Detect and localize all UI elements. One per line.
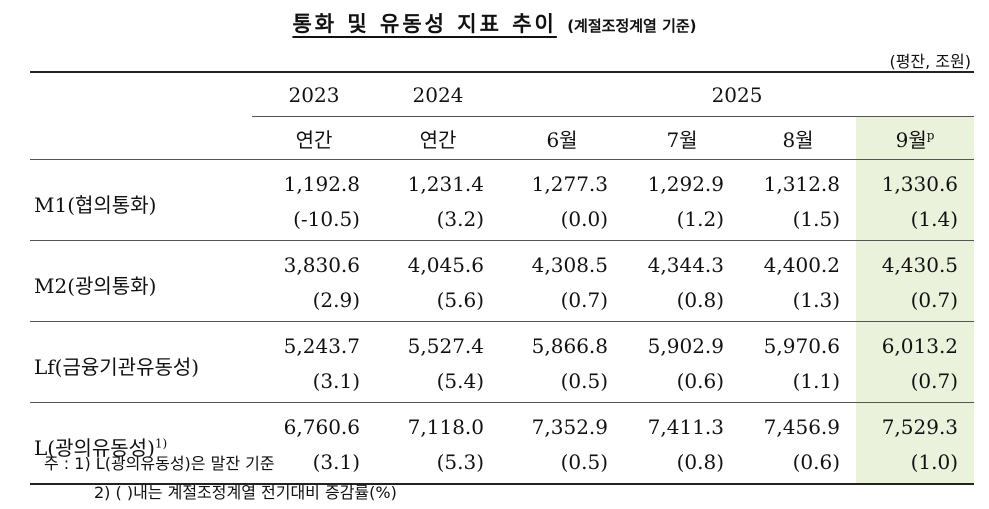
value-cell: 7,352.9 xyxy=(531,415,608,439)
value-cell: 6,013.2 xyxy=(856,321,975,364)
value-cell: 3,830.6 xyxy=(283,253,360,277)
value-cell: 4,344.3 xyxy=(647,253,724,277)
table-row: (-10.5) (3.2) (0.0) (1.2) (1.5) (1.4) xyxy=(30,202,975,241)
value-cell: 7,411.3 xyxy=(647,415,724,439)
period-header: 8월 xyxy=(782,127,814,152)
change-cell: (1.2) xyxy=(676,207,724,231)
period-header: 6월 xyxy=(546,127,578,152)
row-label: M2(광의통화) xyxy=(34,273,157,298)
change-cell: (2.9) xyxy=(312,288,360,312)
value-cell: 7,456.9 xyxy=(763,415,840,439)
title-main: 통화 및 유동성 지표 추이 xyxy=(292,12,557,36)
table-row: (3.1) (5.4) (0.5) (0.6) (1.1) (0.7) xyxy=(30,364,975,403)
table-row: L(광의유동성)1) 6,760.6 7,118.0 7,352.9 7,411.3 7,… xyxy=(30,402,975,460)
period-header: 연간 xyxy=(376,116,500,160)
change-cell: (5.4) xyxy=(436,369,484,393)
change-cell: (1.1) xyxy=(792,369,840,393)
table-row: (3.1) (5.3) (0.5) (0.8) (0.6) (1.0) xyxy=(30,445,975,484)
value-cell: 6,760.6 xyxy=(283,415,360,439)
year-header: 2023 xyxy=(288,82,340,107)
row-label: M1(협의통화) xyxy=(34,192,157,217)
change-cell: (-10.5) xyxy=(293,207,360,231)
change-cell: (0.6) xyxy=(792,450,840,474)
footnote-2: 2) ( )내는 계절조정계열 전기대비 증감률(%) xyxy=(94,483,397,502)
value-cell: 1,292.9 xyxy=(647,172,724,196)
change-cell: (0.7) xyxy=(856,283,975,322)
change-cell: (5.3) xyxy=(436,450,484,474)
unit-label: (평잔, 조원) xyxy=(889,52,971,71)
change-cell: (0.5) xyxy=(560,369,608,393)
period-header-latest: 9월p xyxy=(856,116,975,160)
header-corner xyxy=(30,72,252,117)
table-row: (2.9) (5.6) (0.7) (0.8) (1.3) (0.7) xyxy=(30,283,975,322)
change-cell: (0.7) xyxy=(856,364,975,403)
change-cell: (0.6) xyxy=(676,369,724,393)
row-label: L(광의유동성)1) xyxy=(34,435,168,460)
value-cell: 5,243.7 xyxy=(283,334,360,358)
change-cell: (0.0) xyxy=(560,207,608,231)
change-cell: (1.3) xyxy=(792,288,840,312)
footnotes: 주 : 1) L(광의유동성)은 말잔 기준 2) ( )내는 계절조정계열 전… xyxy=(44,449,397,507)
change-cell: (0.8) xyxy=(676,450,724,474)
change-cell: (1.4) xyxy=(856,202,975,241)
value-cell: 4,430.5 xyxy=(856,240,975,283)
header-corner xyxy=(30,117,252,160)
row-label: Lf(금융기관유동성) xyxy=(34,354,200,379)
value-cell: 1,330.6 xyxy=(856,159,975,202)
value-cell: 5,902.9 xyxy=(647,334,724,358)
value-cell: 1,312.8 xyxy=(763,172,840,196)
footnote-1: 주 : 1) L(광의유동성)은 말잔 기준 xyxy=(44,454,275,473)
table-row: Lf(금융기관유동성) 5,243.7 5,527.4 5,866.8 5,902.9 5… xyxy=(30,321,975,379)
change-cell: (0.8) xyxy=(676,288,724,312)
value-cell: 5,866.8 xyxy=(531,334,608,358)
period-header: 7월 xyxy=(666,127,698,152)
change-cell: (1.0) xyxy=(856,445,975,484)
value-cell: 1,231.4 xyxy=(407,172,484,196)
value-cell: 4,400.2 xyxy=(763,253,840,277)
value-cell: 1,192.8 xyxy=(283,172,360,196)
change-cell: (1.5) xyxy=(792,207,840,231)
value-cell: 7,529.3 xyxy=(856,402,975,445)
change-cell: (3.2) xyxy=(436,207,484,231)
value-cell: 5,970.6 xyxy=(763,334,840,358)
period-header: 연간 xyxy=(252,116,376,160)
change-cell: (3.1) xyxy=(312,369,360,393)
change-cell: (0.7) xyxy=(560,288,608,312)
change-cell: (5.6) xyxy=(436,288,484,312)
value-cell: 5,527.4 xyxy=(407,334,484,358)
value-cell: 4,308.5 xyxy=(531,253,608,277)
table-title: 통화 및 유동성 지표 추이 (계절조정계열 기준) xyxy=(0,8,989,38)
table-row: M2(광의통화) 3,830.6 4,045.6 4,308.5 4,344.3 4,40… xyxy=(30,240,975,298)
year-header: 2024 xyxy=(412,82,464,107)
value-cell: 1,277.3 xyxy=(531,172,608,196)
change-cell: (3.1) xyxy=(312,450,360,474)
value-cell: 7,118.0 xyxy=(407,415,484,439)
title-sub: (계절조정계열 기준) xyxy=(567,17,697,35)
year-header: 2025 xyxy=(500,72,975,117)
value-cell: 4,045.6 xyxy=(407,253,484,277)
liquidity-table: 2023 2024 2025 연간 연간 6월 7월 8월 9월p M1(협의통… xyxy=(30,71,975,485)
change-cell: (0.5) xyxy=(560,450,608,474)
table-row: M1(협의통화) 1,192.8 1,231.4 1,277.3 1,292.9 1,31… xyxy=(30,159,975,217)
